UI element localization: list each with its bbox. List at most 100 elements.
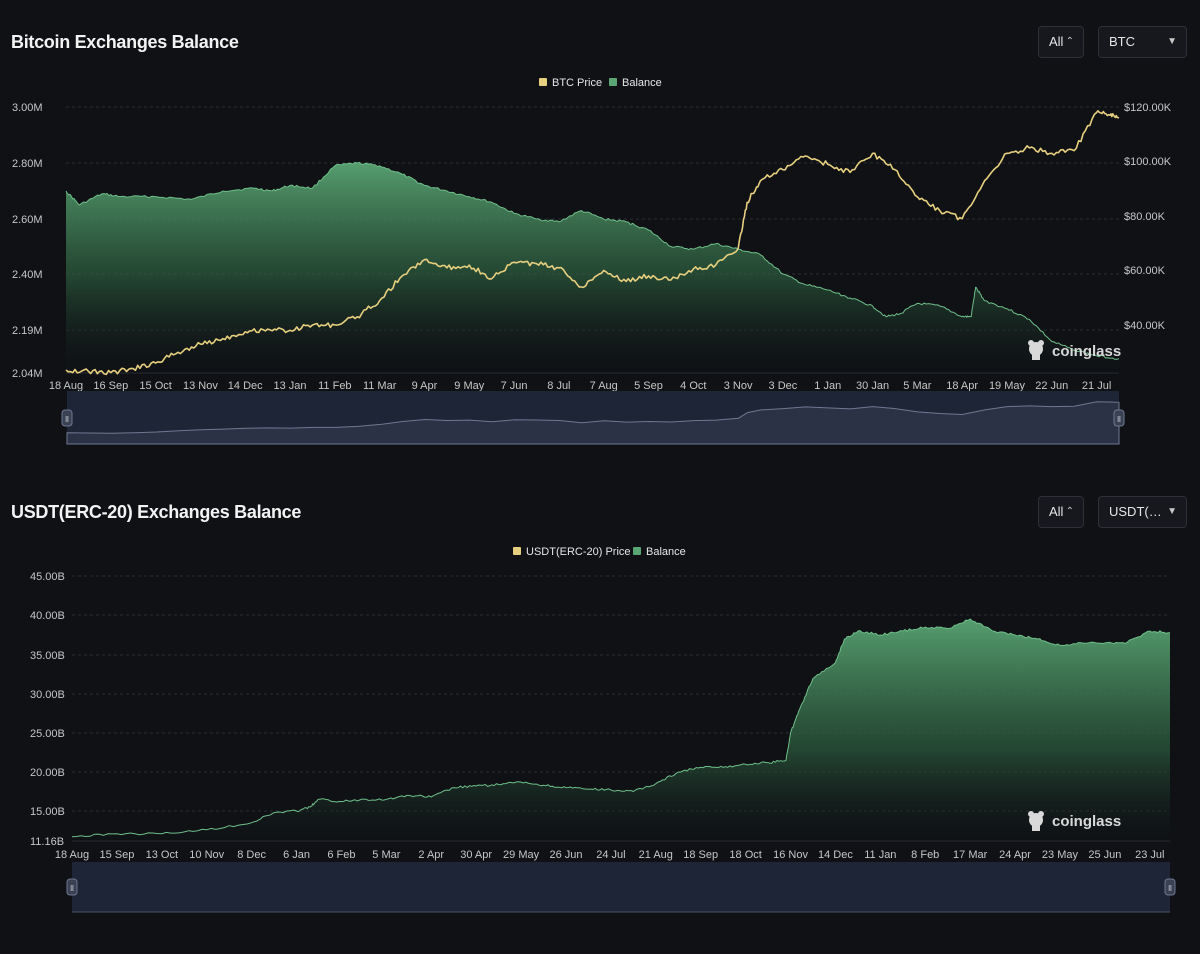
usdt-x-tick-label: 18 Oct — [729, 849, 761, 861]
btc-x-tick-label: 15 Oct — [139, 380, 171, 392]
usdt-left-tick-label: 35.00B — [30, 650, 65, 662]
legend-swatch-balance — [609, 78, 617, 86]
usdt-left-tick-label: 11.16B — [30, 836, 64, 848]
usdt-slider-handle-right[interactable]: ll — [1164, 878, 1176, 896]
usdt-asset-select[interactable]: USDT(… ▼ — [1098, 496, 1187, 528]
usdt-x-tick-label: 21 Aug — [639, 849, 673, 861]
btc-right-tick-label: $60.00K — [1124, 265, 1166, 277]
btc-left-tick-label: 2.80M — [12, 158, 43, 170]
caret-down-icon: ▼ — [1167, 36, 1177, 47]
legend-label-balance: Balance — [622, 77, 662, 89]
usdt-left-tick-label: 45.00B — [30, 571, 65, 583]
legend-swatch-usdt-balance — [633, 547, 641, 555]
btc-x-tick-label: 22 Jun — [1035, 380, 1068, 392]
btc-x-tick-label: 4 Oct — [680, 380, 706, 392]
btc-left-tick-label: 2.60M — [12, 214, 43, 226]
usdt-left-tick-label: 25.00B — [30, 728, 65, 740]
usdt-x-tick-label: 10 Nov — [189, 849, 224, 861]
usdt-asset-value: USDT(… — [1109, 504, 1162, 519]
btc-legend: BTC Price Balance — [539, 77, 662, 89]
usdt-balance-area — [72, 619, 1170, 841]
usdt-left-tick-label: 20.00B — [30, 767, 65, 779]
btc-x-tick-label: 13 Nov — [183, 380, 218, 392]
usdt-range-select[interactable]: All ⌃ — [1038, 496, 1084, 528]
usdt-panel-title: USDT(ERC-20) Exchanges Balance — [11, 502, 302, 522]
usdt-x-axis: 18 Aug 15 Sep 13 Oct 10 Nov 8 Dec 6 Jan 6 Feb 5… — [55, 849, 1165, 861]
btc-watermark: coinglass — [1028, 340, 1121, 360]
up-down-chevron-icon: ⌃ — [1065, 36, 1074, 47]
usdt-watermark-text: coinglass — [1052, 813, 1121, 830]
btc-x-tick-label: 1 Jan — [814, 380, 841, 392]
btc-x-tick-label: 9 May — [454, 380, 484, 392]
btc-slider-handle-left[interactable]: ll — [61, 409, 73, 427]
svg-text:ll: ll — [70, 884, 74, 893]
usdt-x-tick-label: 26 Jun — [549, 849, 582, 861]
usdt-zoom-slider[interactable]: ll ll — [66, 862, 1176, 913]
btc-asset-select[interactable]: BTC ▼ — [1098, 26, 1187, 58]
usdt-left-tick-label: 30.00B — [30, 689, 65, 701]
legend-item-balance[interactable]: Balance — [609, 77, 662, 89]
coinglass-logo-icon — [1028, 340, 1044, 360]
legend-item-usdt-balance[interactable]: Balance — [633, 546, 686, 558]
btc-zoom-slider[interactable]: ll ll — [61, 391, 1125, 445]
btc-x-tick-label: 3 Dec — [769, 380, 798, 392]
usdt-x-tick-label: 11 Jan — [864, 849, 896, 861]
btc-right-tick-label: $120.00K — [1124, 102, 1172, 114]
btc-panel-title: Bitcoin Exchanges Balance — [11, 32, 239, 52]
usdt-x-tick-label: 18 Aug — [55, 849, 89, 861]
btc-left-axis: 3.00M 2.80M 2.60M 2.40M 2.19M 2.04M — [12, 102, 43, 380]
usdt-x-tick-label: 29 May — [503, 849, 540, 861]
btc-right-axis: $120.00K $100.00K $80.00K $60.00K $40.00K — [1124, 102, 1172, 332]
usdt-x-tick-label: 25 Jun — [1088, 849, 1121, 861]
btc-x-tick-label: 11 Feb — [318, 380, 351, 392]
legend-swatch-btc-price — [539, 78, 547, 86]
btc-x-tick-label: 9 Apr — [412, 380, 438, 392]
usdt-x-tick-label: 14 Dec — [818, 849, 853, 861]
btc-range-value: All — [1049, 34, 1064, 49]
usdt-balance-line — [71, 618, 1171, 838]
btc-x-tick-label: 5 Sep — [634, 380, 663, 392]
btc-right-tick-label: $40.00K — [1124, 320, 1166, 332]
btc-x-tick-label: 18 Apr — [946, 380, 978, 392]
legend-item-usdt-price[interactable]: USDT(ERC-20) Price — [513, 546, 631, 558]
btc-x-tick-label: 3 Nov — [724, 380, 753, 392]
btc-exchange-balance-panel: Bitcoin Exchanges Balance All ⌃ BTC ▼ 3.… — [0, 0, 1200, 470]
btc-x-tick-label: 5 Mar — [903, 380, 931, 392]
btc-range-select[interactable]: All ⌃ — [1038, 26, 1084, 58]
btc-slider-handle-right[interactable]: ll — [1113, 409, 1125, 427]
btc-asset-value: BTC — [1109, 34, 1135, 49]
legend-swatch-usdt-price — [513, 547, 521, 555]
legend-label-btc-price: BTC Price — [552, 77, 602, 89]
btc-x-tick-label: 13 Jan — [274, 380, 307, 392]
btc-left-tick-label: 2.19M — [12, 325, 43, 337]
usdt-slider-track — [72, 862, 1170, 912]
usdt-legend: USDT(ERC-20) Price Balance — [513, 546, 686, 558]
usdt-x-tick-label: 17 Mar — [953, 849, 988, 861]
up-down-chevron-icon: ⌃ — [1065, 506, 1074, 517]
usdt-left-axis: 45.00B 40.00B 35.00B 30.00B 25.00B 20.00B 15.0… — [30, 571, 65, 848]
legend-item-btc-price[interactable]: BTC Price — [539, 77, 602, 89]
usdt-x-tick-label: 23 Jul — [1135, 849, 1164, 861]
usdt-x-tick-label: 6 Feb — [327, 849, 355, 861]
usdt-x-tick-label: 13 Oct — [146, 849, 178, 861]
usdt-x-tick-label: 6 Jan — [283, 849, 310, 861]
usdt-x-tick-label: 5 Mar — [372, 849, 400, 861]
btc-x-tick-label: 11 Mar — [363, 380, 397, 392]
btc-balance-line — [65, 161, 1120, 360]
legend-label-usdt-price: USDT(ERC-20) Price — [526, 546, 631, 558]
coinglass-logo-icon — [1028, 811, 1044, 831]
btc-price-line — [65, 110, 1120, 376]
btc-x-tick-label: 14 Dec — [228, 380, 263, 392]
btc-slider-track — [67, 391, 1119, 444]
btc-balance-area — [66, 162, 1119, 373]
btc-x-tick-label: 8 Jul — [547, 380, 570, 392]
usdt-x-tick-label: 16 Nov — [773, 849, 808, 861]
usdt-chart: 45.00B 40.00B 35.00B 30.00B 25.00B 20.00B 15.0… — [30, 546, 1176, 913]
btc-x-tick-label: 7 Jun — [501, 380, 528, 392]
usdt-x-tick-label: 2 Apr — [418, 849, 444, 861]
btc-x-tick-label: 30 Jan — [856, 380, 889, 392]
btc-x-tick-label: 21 Jul — [1082, 380, 1111, 392]
btc-x-tick-label: 19 May — [989, 380, 1026, 392]
usdt-slider-handle-left[interactable]: ll — [66, 878, 78, 896]
